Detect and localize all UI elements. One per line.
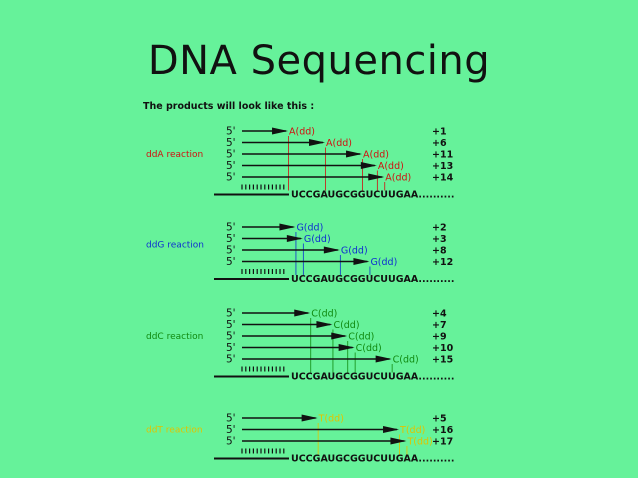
five-prime-label: 5' — [226, 233, 236, 245]
dideoxy-terminator-label: T(dd) — [318, 414, 344, 425]
strand-arrowhead — [338, 344, 355, 351]
strand-arrowhead — [346, 150, 363, 158]
strand-arrowhead — [294, 309, 311, 317]
length-label: +5 — [432, 414, 447, 425]
length-label: +17 — [432, 437, 453, 448]
length-label: +4 — [432, 309, 447, 320]
reaction-label: ddC reaction — [146, 332, 203, 342]
five-prime-label: 5' — [226, 331, 236, 343]
five-prime-label: 5' — [226, 424, 236, 436]
reaction-label: ddG reaction — [146, 240, 204, 250]
five-prime-label: 5' — [226, 137, 236, 149]
dideoxy-terminator-label: C(dd) — [348, 332, 374, 343]
dideoxy-terminator-label: G(dd) — [370, 257, 397, 268]
five-prime-label: 5' — [226, 172, 236, 184]
template-sequence: UCCGAUGCGGUCUUGAA.......... — [291, 190, 454, 201]
dideoxy-terminator-label: A(dd) — [363, 150, 389, 161]
length-label: +16 — [432, 425, 454, 436]
five-prime-label: 5' — [226, 160, 236, 172]
strand-arrowhead — [390, 437, 407, 445]
template-sequence: UCCGAUGCGGUCUUGAA.......... — [291, 454, 454, 465]
length-label: +12 — [432, 257, 453, 268]
reaction-label: ddA reaction — [146, 150, 203, 160]
template-sequence: UCCGAUGCGGUCUUGAA.......... — [291, 274, 454, 285]
strand-arrowhead — [331, 332, 348, 340]
dideoxy-terminator-label: G(dd) — [341, 246, 368, 257]
five-prime-label: 5' — [226, 436, 236, 448]
five-prime-label: 5' — [226, 319, 236, 331]
strand-arrowhead — [301, 414, 318, 422]
dideoxy-terminator-label: G(dd) — [296, 223, 323, 234]
dideoxy-terminator-label: A(dd) — [326, 138, 352, 149]
length-label: +9 — [432, 332, 447, 343]
five-prime-label: 5' — [226, 308, 236, 320]
dideoxy-terminator-label: C(dd) — [393, 355, 419, 366]
dideoxy-terminator-label: T(dd) — [399, 425, 425, 436]
length-label: +15 — [432, 355, 453, 366]
strand-arrowhead — [309, 139, 326, 146]
dideoxy-terminator-label: C(dd) — [333, 320, 359, 331]
length-label: +10 — [432, 343, 454, 354]
strand-arrowhead — [383, 426, 400, 433]
five-prime-label: 5' — [226, 342, 236, 354]
dideoxy-terminator-label: A(dd) — [289, 127, 315, 138]
five-prime-label: 5' — [226, 126, 236, 138]
strand-arrowhead — [272, 127, 289, 135]
reaction-label: ddT reaction — [146, 426, 203, 436]
length-label: +14 — [432, 173, 454, 184]
length-label: +7 — [432, 320, 447, 331]
strand-arrowhead — [279, 223, 296, 231]
five-prime-label: 5' — [226, 245, 236, 257]
length-label: +13 — [432, 161, 453, 172]
strand-arrowhead — [323, 246, 340, 254]
dideoxy-terminator-label: C(dd) — [356, 343, 382, 354]
five-prime-label: 5' — [226, 413, 236, 425]
length-label: +11 — [432, 150, 453, 161]
strand-arrowhead — [368, 173, 385, 181]
strand-arrowhead — [286, 235, 303, 242]
dideoxy-terminator-label: G(dd) — [304, 234, 331, 245]
strand-arrowhead — [353, 258, 370, 265]
length-label: +2 — [432, 223, 447, 234]
dideoxy-terminator-label: C(dd) — [311, 309, 337, 320]
five-prime-label: 5' — [226, 149, 236, 161]
dideoxy-terminator-label: A(dd) — [378, 161, 404, 172]
five-prime-label: 5' — [226, 222, 236, 234]
dideoxy-terminator-label: T(dd) — [406, 437, 432, 448]
length-label: +6 — [432, 138, 447, 149]
length-label: +8 — [432, 246, 447, 257]
length-label: +3 — [432, 234, 447, 245]
strand-arrowhead — [360, 162, 377, 169]
slide-title: DNA Sequencing — [147, 38, 491, 84]
intro-text: The products will look like this : — [143, 101, 314, 112]
length-label: +1 — [432, 127, 447, 138]
strand-arrowhead — [316, 321, 333, 328]
five-prime-label: 5' — [226, 354, 236, 366]
dideoxy-terminator-label: A(dd) — [385, 173, 411, 184]
five-prime-label: 5' — [226, 256, 236, 268]
template-sequence: UCCGAUGCGGUCUUGAA.......... — [291, 372, 454, 383]
strand-arrowhead — [375, 355, 392, 363]
